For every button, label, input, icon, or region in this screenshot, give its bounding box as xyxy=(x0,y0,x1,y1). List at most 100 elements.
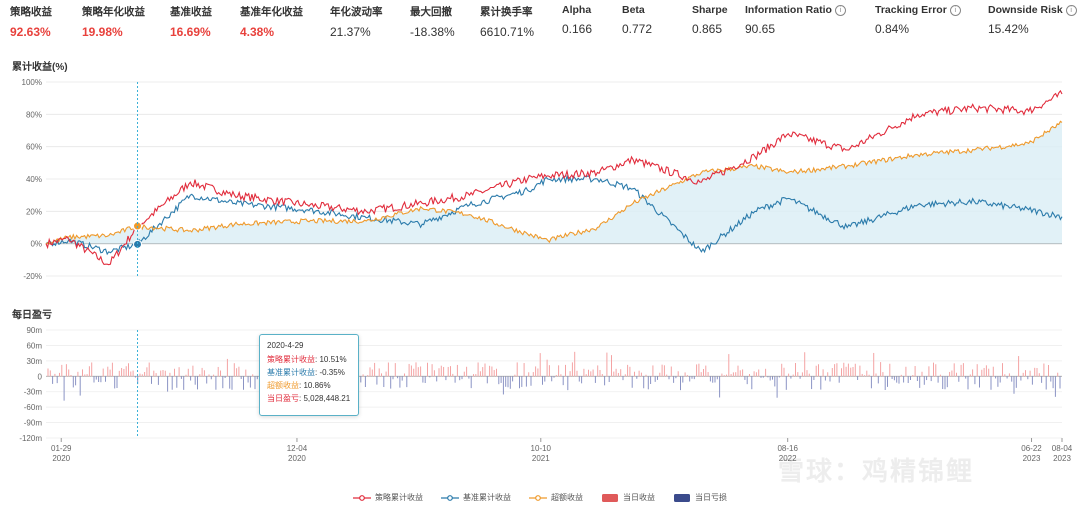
series-line-1[interactable] xyxy=(45,174,1063,256)
legend-label: 当日收益 xyxy=(623,493,655,502)
cumulative-return-chart[interactable]: 100% 80% 60% 40% 20% 0% -20% xyxy=(0,70,1080,360)
tooltip-value: -0.35% xyxy=(319,368,345,377)
metric-value: 90.65 xyxy=(745,22,776,36)
legend-item-2[interactable]: 超额收益 xyxy=(529,492,583,503)
metric-label: 策略收益 xyxy=(10,4,52,19)
cumulative-chart-title: 累计收益(%) xyxy=(12,62,68,73)
legend-label: 当日亏损 xyxy=(695,493,727,502)
y-tick-label: -60m xyxy=(24,403,43,412)
y-tick-label: 0 xyxy=(38,372,43,381)
tooltip-value: 10.51% xyxy=(319,355,347,364)
metric-value: 4.38% xyxy=(240,25,275,39)
metric-value: 19.98% xyxy=(82,25,123,39)
y-tick-label: 60% xyxy=(26,143,42,152)
x-tick-label: 08-16 xyxy=(777,444,798,453)
series-line-2[interactable] xyxy=(45,120,1063,245)
metric-label-text: 策略年化收益 xyxy=(82,6,145,18)
y-tick-label: 80% xyxy=(26,110,42,119)
legend-line-icon xyxy=(441,494,459,501)
legend-item-1[interactable]: 基准累计收益 xyxy=(441,492,511,503)
x-tick-year: 2020 xyxy=(288,454,306,463)
x-tick-year: 2021 xyxy=(532,454,550,463)
metric-label-text: Tracking Error xyxy=(875,4,947,16)
info-icon[interactable]: i xyxy=(1065,4,1077,16)
metric-11: Tracking Error i 0.84% xyxy=(875,4,961,36)
metric-label: 年化波动率 xyxy=(330,4,383,19)
metric-label-text: 策略收益 xyxy=(10,6,52,18)
metric-label-text: 年化波动率 xyxy=(330,6,383,18)
y-tick-label: 20% xyxy=(26,207,42,216)
metric-label: 策略年化收益 xyxy=(82,4,145,19)
tooltip-label: 超额收益 xyxy=(267,381,299,390)
x-tick-label: 10-10 xyxy=(531,444,552,453)
y-tick-label: 90m xyxy=(26,326,42,335)
info-icon[interactable]: i xyxy=(949,4,961,16)
tooltip-line: 策略累计收益: 10.51% xyxy=(267,353,351,366)
data-point xyxy=(133,239,143,249)
metric-value: 15.42% xyxy=(988,22,1029,36)
watermark: 雪球：鸡精锦鲤 xyxy=(778,456,975,486)
legend-box-icon xyxy=(602,493,618,502)
metric-label-text: Information Ratio xyxy=(745,4,832,16)
metric-label: Information Ratio i xyxy=(745,4,846,16)
metric-label: 最大回撤 xyxy=(410,4,455,19)
daily-pnl-chart[interactable]: 90m60m30m0-30m-60m-90m-120m01-29202012-0… xyxy=(0,325,1080,465)
legend-item-4[interactable]: 当日亏损 xyxy=(673,492,727,503)
legend-label: 策略累计收益 xyxy=(375,493,423,502)
info-icon[interactable]: i xyxy=(834,4,846,16)
metric-label-text: Sharpe xyxy=(692,4,728,16)
metric-9: Sharpe 0.865 xyxy=(692,4,728,36)
metric-value: 0.865 xyxy=(692,22,723,36)
metric-label-text: 基准年化收益 xyxy=(240,6,303,18)
chart-tooltip: 2020-4-29 策略累计收益: 10.51% 基准累计收益: -0.35% 超额… xyxy=(259,334,359,416)
x-tick-year: 2020 xyxy=(52,454,70,463)
x-tick-year: 2022 xyxy=(779,454,797,463)
y-tick-label: 30m xyxy=(26,357,42,366)
metric-label: Downside Risk i xyxy=(988,4,1077,16)
x-tick-year: 2023 xyxy=(1023,454,1041,463)
legend-item-0[interactable]: 策略累计收益 xyxy=(353,492,423,503)
legend-box-icon xyxy=(674,493,690,502)
y-tick-label: -120m xyxy=(19,434,42,443)
metric-label: Beta xyxy=(622,4,652,16)
metric-8: Beta 0.772 xyxy=(622,4,652,36)
metric-value: 21.37% xyxy=(330,25,371,39)
metric-5: 最大回撤 -18.38% xyxy=(410,4,455,39)
metric-label-text: 最大回撤 xyxy=(410,6,452,18)
legend-label: 基准累计收益 xyxy=(463,493,511,502)
daily-pnl-title: 每日盈亏 xyxy=(12,310,52,321)
x-tick-label: 06-22 xyxy=(1021,444,1042,453)
legend-line-icon xyxy=(529,494,547,501)
y-tick-label: 40% xyxy=(26,175,42,184)
metric-label: Tracking Error i xyxy=(875,4,961,16)
tooltip-label: 策略累计收益 xyxy=(267,355,315,364)
metric-value: 0.166 xyxy=(562,22,593,36)
y-tick-label: 60m xyxy=(26,341,42,350)
legend-item-3[interactable]: 当日收益 xyxy=(601,492,655,503)
metric-value: 16.69% xyxy=(170,25,211,39)
metric-label-text: 累计换手率 xyxy=(480,6,533,18)
y-tick-label: -90m xyxy=(24,419,43,428)
metric-value: 0.84% xyxy=(875,22,910,36)
metric-0: 策略收益 92.63% xyxy=(10,4,52,39)
metric-6: 累计换手率 6610.71% xyxy=(480,4,534,39)
metric-3: 基准年化收益 4.38% xyxy=(240,4,303,39)
metric-12: Downside Risk i 15.42% xyxy=(988,4,1077,36)
metric-label-text: Downside Risk xyxy=(988,4,1063,16)
chart-legend: 策略累计收益 基准累计收益 超额收益 当日收益 当日亏损 xyxy=(0,492,1080,503)
tooltip-sep: : xyxy=(299,394,304,403)
y-tick-label: 100% xyxy=(22,78,42,87)
x-tick-label: 01-29 xyxy=(51,444,72,453)
tooltip-line: 当日盈亏: 5,028,448.21 xyxy=(267,392,351,405)
metric-label: Sharpe xyxy=(692,4,728,16)
metric-label: 基准收益 xyxy=(170,4,212,19)
x-tick-label: 08-04 xyxy=(1052,444,1073,453)
tooltip-line: 基准累计收益: -0.35% xyxy=(267,366,351,379)
series-line-0[interactable] xyxy=(45,89,1063,266)
tooltip-sep: : xyxy=(315,355,320,364)
legend-label: 超额收益 xyxy=(551,493,583,502)
y-tick-label: -30m xyxy=(24,388,43,397)
tooltip-date: 2020-4-29 xyxy=(267,341,304,350)
metric-label-text: Beta xyxy=(622,4,645,16)
metric-label-text: 基准收益 xyxy=(170,6,212,18)
